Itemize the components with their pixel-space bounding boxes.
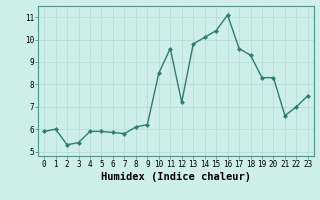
X-axis label: Humidex (Indice chaleur): Humidex (Indice chaleur)	[101, 172, 251, 182]
